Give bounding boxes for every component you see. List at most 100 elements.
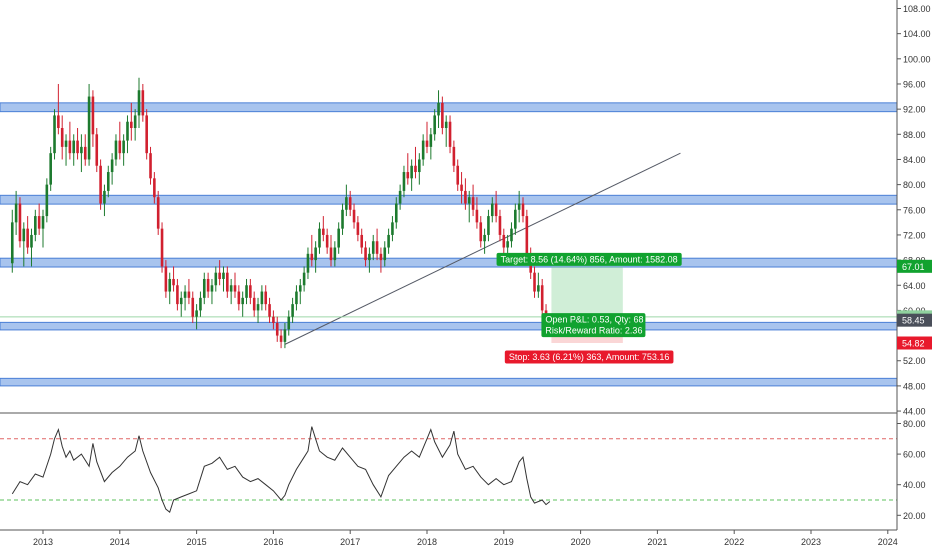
- stop-label: Stop: 3.63 (6.21%) 363, Amount: 753.16: [509, 352, 670, 362]
- candles-layer: [10, 77, 552, 349]
- candle-body-13: [60, 128, 64, 147]
- candle-body-134: [525, 216, 529, 254]
- candle-body-77: [306, 253, 310, 273]
- candle-body-33: [137, 90, 141, 116]
- x-tick-label: 2023: [801, 537, 821, 547]
- candle-body-34: [141, 90, 145, 116]
- candle-body-117: [460, 184, 463, 191]
- candle-body-95: [375, 241, 379, 254]
- open-pl-label: Open P&L: 0.53, Qty: 68: [545, 315, 643, 325]
- candle-body-100: [394, 203, 398, 223]
- candle-body-76: [302, 272, 306, 286]
- x-tick-label: 2022: [724, 537, 744, 547]
- candle-body-109: [429, 134, 433, 147]
- candle-body-7: [37, 216, 41, 229]
- candle-body-91: [360, 234, 364, 248]
- y-tick-label: 80.00: [903, 180, 926, 190]
- candle-body-36: [149, 153, 152, 179]
- candle-body-4: [26, 228, 29, 248]
- candle-body-15: [68, 140, 72, 154]
- sr-zone-4: [0, 377, 898, 387]
- candle-body-73: [291, 304, 294, 317]
- candle-body-126: [494, 203, 498, 217]
- candle-body-26: [110, 159, 114, 173]
- candle-body-119: [467, 197, 471, 204]
- x-tick-label: 2016: [263, 537, 283, 547]
- y-tick-label: 96.00: [903, 79, 926, 89]
- candle-body-47: [191, 297, 195, 317]
- position-profit-zone: [551, 266, 623, 321]
- risk-reward-label: Risk/Reward Ratio: 2.36: [545, 326, 642, 336]
- candle-body-69: [275, 323, 279, 336]
- candle-body-58: [233, 285, 237, 292]
- candle-body-42: [172, 278, 175, 286]
- candle-body-14: [64, 140, 68, 147]
- sr-zone-3: [0, 321, 898, 331]
- price-badge-label: 54.82: [902, 339, 925, 349]
- x-tick-label: 2015: [187, 537, 207, 547]
- candle-body-124: [487, 216, 490, 235]
- candle-body-61: [245, 285, 248, 298]
- candle-body-25: [106, 172, 110, 191]
- candle-body-96: [379, 253, 383, 261]
- x-tick-label: 2014: [110, 537, 130, 547]
- y-tick-label: 100.00: [903, 54, 931, 64]
- candle-body-98: [387, 234, 390, 248]
- candle-body-52: [210, 285, 214, 292]
- candle-body-78: [310, 253, 314, 261]
- indicator-line: [11, 426, 551, 514]
- candle-body-19: [83, 146, 87, 160]
- candle-body-46: [187, 291, 191, 298]
- candle-body-74: [295, 291, 298, 305]
- candle-body-79: [314, 247, 317, 261]
- candle-body-101: [398, 190, 402, 204]
- candle-body-23: [99, 165, 102, 204]
- candle-body-137: [537, 285, 540, 292]
- candle-body-0: [10, 222, 14, 264]
- candle-body-8: [41, 216, 45, 229]
- candle-body-30: [126, 121, 129, 141]
- candle-body-17: [76, 140, 79, 154]
- candle-body-110: [433, 115, 436, 135]
- y-tick-label: 84.00: [903, 155, 926, 165]
- y-tick-label: 64.00: [903, 281, 926, 291]
- trendline: [284, 152, 681, 345]
- candle-body-123: [483, 234, 486, 242]
- candle-body-120: [471, 197, 475, 210]
- candle-body-57: [229, 285, 233, 292]
- candle-body-50: [202, 278, 206, 298]
- candle-body-89: [352, 209, 356, 223]
- y-tick-label: 88.00: [903, 130, 926, 140]
- candle-body-94: [371, 241, 375, 254]
- candle-body-5: [30, 234, 33, 248]
- candle-body-81: [322, 228, 325, 235]
- target-label-bg: [496, 252, 682, 266]
- candle-body-64: [256, 304, 260, 311]
- candle-body-2: [18, 203, 22, 242]
- candle-body-21: [91, 96, 95, 135]
- candle-body-130: [510, 228, 513, 242]
- candle-body-107: [421, 140, 425, 160]
- price-badge-3: [897, 336, 932, 350]
- candle-body-60: [241, 297, 244, 305]
- candle-body-113: [444, 121, 448, 129]
- target-label: Target: 8.56 (14.64%) 856, Amount: 1582.…: [501, 254, 678, 264]
- candle-body-72: [287, 316, 291, 330]
- candle-body-84: [333, 247, 337, 261]
- candle-body-55: [222, 272, 225, 279]
- candle-body-18: [80, 146, 83, 154]
- candle-body-12: [57, 115, 60, 129]
- candle-body-116: [456, 165, 460, 185]
- candle-body-43: [176, 285, 179, 305]
- candle-body-16: [72, 140, 76, 154]
- candle-body-45: [183, 291, 187, 298]
- candle-body-70: [279, 335, 283, 342]
- stop-label-bg: [504, 350, 674, 364]
- indicator-tick-label: 80.00: [903, 419, 926, 429]
- candle-body-27: [114, 140, 118, 160]
- position-layer: [0, 266, 897, 344]
- indicator-tick-label: 20.00: [903, 511, 926, 521]
- price-badge-0: [897, 259, 932, 273]
